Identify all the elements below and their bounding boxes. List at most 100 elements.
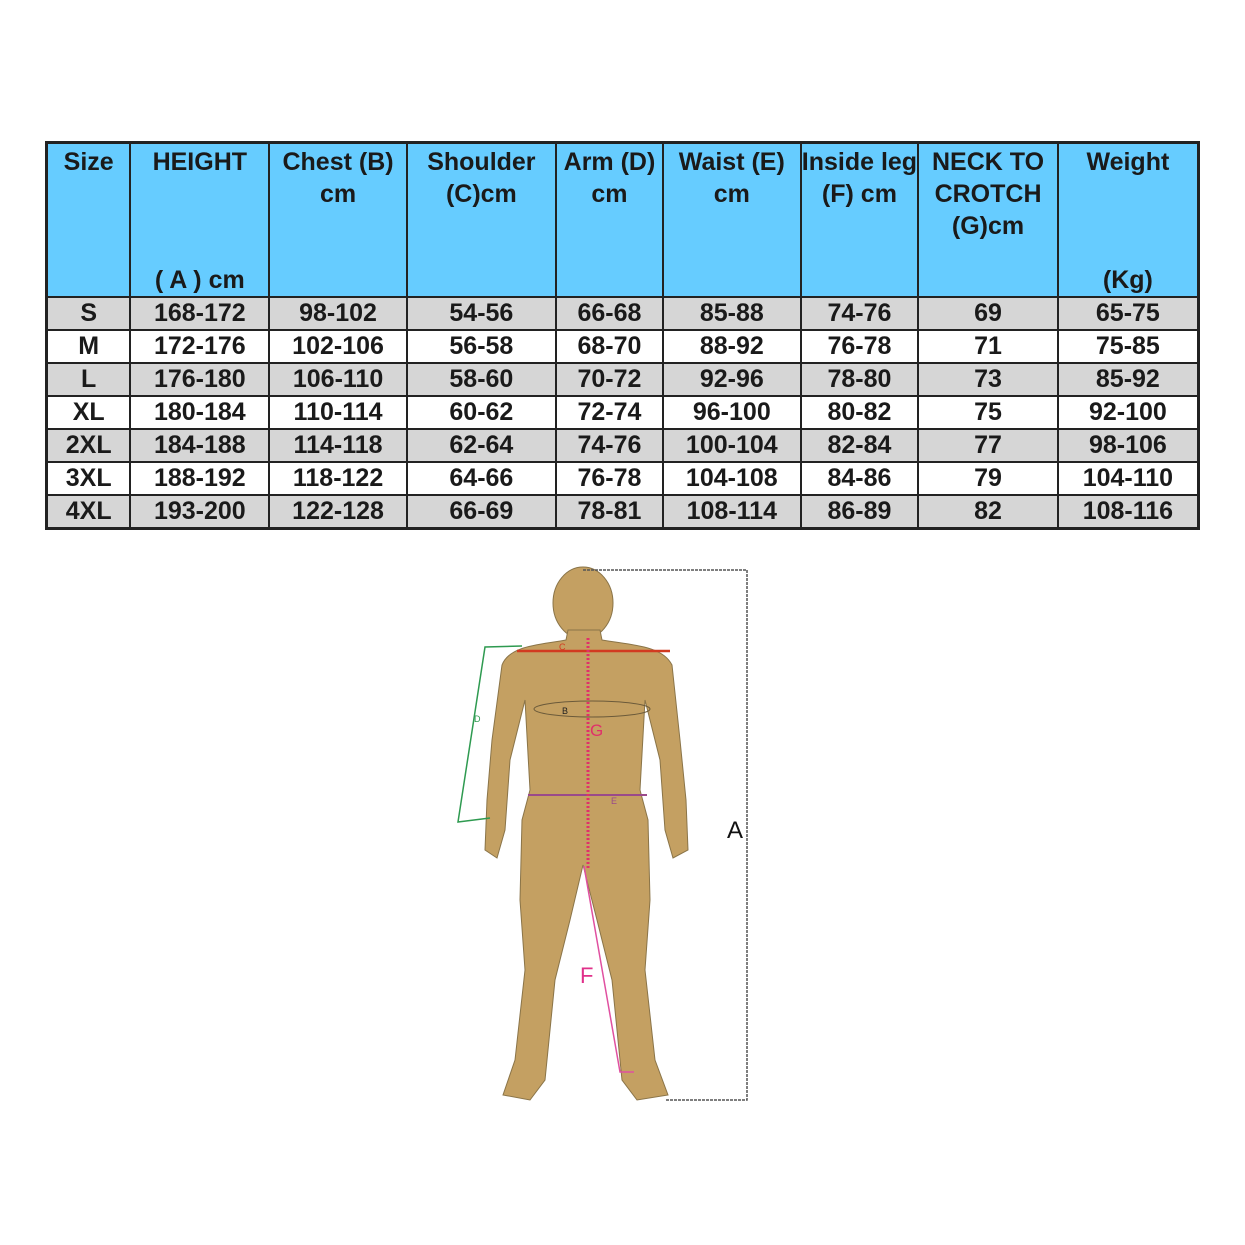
table-row: M 172-176 102-106 56-58 68-70 88-92 76-78 71 75-… — [45, 329, 1200, 364]
column-header: HEIGHT ( A ) cm — [129, 141, 271, 298]
table-row: 3XL 188-192 118-122 64-66 76-78 104-108 84-86 7… — [45, 461, 1200, 496]
value-cell: 104-108 — [662, 461, 802, 496]
column-header-unit: (Kg) — [1102, 266, 1153, 294]
value-cell: 110-114 — [268, 395, 408, 430]
value-cell: 118-122 — [268, 461, 408, 496]
column-header-unit: ( A ) cm — [154, 266, 245, 294]
label-f: F — [580, 963, 593, 988]
value-cell: 98-106 — [1056, 428, 1200, 463]
value-cell: 62-64 — [405, 428, 557, 463]
size-cell: XL — [45, 395, 132, 430]
value-cell: 122-128 — [268, 494, 408, 530]
size-cell: 2XL — [45, 428, 132, 463]
value-cell: 168-172 — [129, 296, 271, 331]
label-b: B — [562, 706, 568, 716]
body-silhouette — [484, 566, 689, 1101]
value-cell: 64-66 — [405, 461, 557, 496]
value-cell: 108-116 — [1056, 494, 1200, 530]
value-cell: 176-180 — [129, 362, 271, 397]
label-e: E — [611, 796, 617, 806]
label-c: C — [559, 642, 566, 652]
value-cell: 75 — [917, 395, 1059, 430]
column-header-title: Size — [63, 148, 114, 176]
value-cell: 58-60 — [405, 362, 557, 397]
value-cell: 86-89 — [799, 494, 920, 530]
column-header: Size — [45, 141, 132, 298]
size-cell: 4XL — [45, 494, 132, 530]
value-cell: 92-96 — [662, 362, 802, 397]
value-cell: 106-110 — [268, 362, 408, 397]
table-row: S 168-172 98-102 54-56 66-68 85-88 74-76 69 65-7… — [45, 296, 1200, 331]
value-cell: 66-68 — [554, 296, 665, 331]
value-cell: 76-78 — [554, 461, 665, 496]
value-cell: 60-62 — [405, 395, 557, 430]
size-cell: S — [45, 296, 132, 331]
label-g: G — [590, 721, 603, 740]
column-header: Waist (E) cm — [662, 141, 802, 298]
value-cell: 188-192 — [129, 461, 271, 496]
table-row: 4XL 193-200 122-128 66-69 78-81 108-114 86-89 8… — [45, 494, 1200, 530]
label-a: A — [727, 817, 743, 844]
value-cell: 74-76 — [554, 428, 665, 463]
value-cell: 78-80 — [799, 362, 920, 397]
value-cell: 172-176 — [129, 329, 271, 364]
value-cell: 98-102 — [268, 296, 408, 331]
column-header: Inside leg (F) cm — [799, 141, 920, 298]
header-row: Size HEIGHT ( A ) cm Chest (B) cm Shoulder (… — [45, 141, 1200, 298]
column-header-title: NECK TO CROTCH (G)cm — [932, 148, 1045, 240]
value-cell: 78-81 — [554, 494, 665, 530]
value-cell: 104-110 — [1056, 461, 1200, 496]
body — [484, 629, 689, 1101]
column-header-title: Chest (B) cm — [282, 148, 394, 208]
table-row: L 176-180 106-110 58-60 70-72 92-96 78-80 73 85-… — [45, 362, 1200, 397]
value-cell: 72-74 — [554, 395, 665, 430]
value-cell: 184-188 — [129, 428, 271, 463]
value-cell: 70-72 — [554, 362, 665, 397]
column-header: Chest (B) cm — [268, 141, 408, 298]
column-header: Shoulder (C)cm — [405, 141, 557, 298]
value-cell: 80-82 — [799, 395, 920, 430]
value-cell: 75-85 — [1056, 329, 1200, 364]
column-header: Weight (Kg) — [1056, 141, 1200, 298]
value-cell: 82 — [917, 494, 1059, 530]
value-cell: 54-56 — [405, 296, 557, 331]
column-header-title: Weight — [1086, 148, 1170, 176]
label-d: D — [474, 714, 481, 724]
value-cell: 102-106 — [268, 329, 408, 364]
size-cell: M — [45, 329, 132, 364]
size-cell: 3XL — [45, 461, 132, 496]
value-cell: 73 — [917, 362, 1059, 397]
value-cell: 56-58 — [405, 329, 557, 364]
inside-leg-line-f — [583, 865, 634, 1073]
value-cell: 79 — [917, 461, 1059, 496]
value-cell: 88-92 — [662, 329, 802, 364]
column-header: NECK TO CROTCH (G)cm — [917, 141, 1059, 298]
value-cell: 66-69 — [405, 494, 557, 530]
size-chart-table: Size HEIGHT ( A ) cm Chest (B) cm Shoulder (… — [45, 141, 1200, 530]
value-cell: 85-88 — [662, 296, 802, 331]
column-header-title: Arm (D) cm — [563, 148, 656, 208]
value-cell: 85-92 — [1056, 362, 1200, 397]
value-cell: 84-86 — [799, 461, 920, 496]
column-header: Arm (D) cm — [554, 141, 665, 298]
value-cell: 100-104 — [662, 428, 802, 463]
value-cell: 68-70 — [554, 329, 665, 364]
head — [552, 566, 614, 640]
table-row: XL 180-184 110-114 60-62 72-74 96-100 80-82 75 9… — [45, 395, 1200, 430]
size-cell: L — [45, 362, 132, 397]
height-line-a — [583, 569, 748, 1101]
value-cell: 193-200 — [129, 494, 271, 530]
column-header-title: Shoulder (C)cm — [427, 148, 536, 208]
column-header-title: Inside leg (F) cm — [801, 148, 918, 208]
value-cell: 77 — [917, 428, 1059, 463]
value-cell: 180-184 — [129, 395, 271, 430]
value-cell: 92-100 — [1056, 395, 1200, 430]
table-row: 2XL 184-188 114-118 62-64 74-76 100-104 82-84 7… — [45, 428, 1200, 463]
chest-line-b — [533, 700, 651, 718]
column-header-title: HEIGHT — [152, 148, 248, 176]
value-cell: 108-114 — [662, 494, 802, 530]
value-cell: 114-118 — [268, 428, 408, 463]
value-cell: 82-84 — [799, 428, 920, 463]
value-cell: 74-76 — [799, 296, 920, 331]
